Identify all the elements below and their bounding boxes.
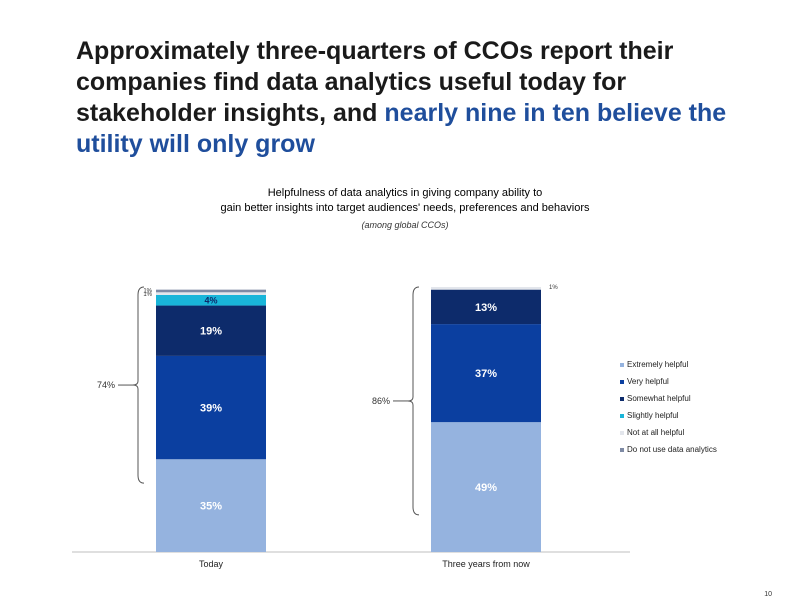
data-label-three-years-from-now-somewhat-helpful: 13%	[475, 302, 497, 314]
legend-swatch	[620, 396, 624, 401]
bar-today-slightly-helpful	[156, 294, 266, 306]
bar-today-very-helpful	[156, 355, 266, 460]
headline-accent-text: nearly nine in ten believe the utility w…	[76, 99, 727, 158]
legend-label: Not at all helpful	[627, 428, 685, 437]
legend-swatch	[620, 362, 624, 367]
legend-swatch	[620, 413, 624, 418]
chart-title: Helpfulness of data analytics in giving …	[150, 186, 660, 216]
legend-swatch	[620, 379, 624, 384]
category-label-three-years-from-now: Three years from now	[442, 559, 530, 569]
bar-three-years-from-now-extremely-helpful	[431, 422, 541, 552]
chart-subtitle: (among global CCOs)	[361, 220, 449, 230]
legend-swatch	[620, 430, 624, 435]
bar-three-years-from-now-not-at-all-helpful	[431, 287, 541, 290]
data-label-today-extremely-helpful: 35%	[200, 501, 222, 513]
legend-swatch	[620, 447, 624, 452]
bracket-label-three-years-from-now: 86%	[372, 396, 390, 406]
bar-today-somewhat-helpful	[156, 305, 266, 356]
bracket-three-years-from-now	[407, 286, 420, 516]
headline: Approximately three-quarters of CCOs rep…	[76, 36, 756, 160]
chart-title-line-1: Helpfulness of data analytics in giving …	[267, 187, 543, 199]
legend-label: Do not use data analytics	[627, 445, 717, 454]
legend-item-do-not-use-data-analytics: Do not use data analytics	[620, 441, 717, 458]
data-label-today-not-at-all-helpful: 1%	[143, 289, 152, 295]
legend-item-very-helpful: Very helpful	[620, 373, 717, 390]
bar-today-not-at-all-helpful	[156, 292, 266, 295]
data-label-today-very-helpful: 39%	[200, 403, 222, 415]
legend-label: Extremely helpful	[627, 360, 689, 369]
legend-item-not-at-all-helpful: Not at all helpful	[620, 424, 717, 441]
data-label-three-years-from-now-very-helpful: 37%	[475, 368, 497, 380]
legend-label: Very helpful	[627, 377, 669, 386]
legend-item-somewhat-helpful: Somewhat helpful	[620, 390, 717, 407]
data-label-today-somewhat-helpful: 19%	[200, 326, 222, 338]
page-number: 10	[764, 591, 772, 598]
bracket-label-today: 74%	[97, 380, 115, 390]
data-label-three-years-from-now-not-at-all-helpful: 1%	[549, 285, 558, 291]
legend-item-extremely-helpful: Extremely helpful	[620, 356, 717, 373]
data-label-three-years-from-now-extremely-helpful: 49%	[475, 482, 497, 494]
headline-text: Approximately three-quarters of CCOs rep…	[76, 37, 674, 127]
bar-today-do-not-use-data-analytics	[156, 289, 266, 293]
bar-three-years-from-now-very-helpful	[431, 324, 541, 423]
legend-item-slightly-helpful: Slightly helpful	[620, 407, 717, 424]
bracket-today	[132, 286, 145, 484]
data-label-today-slightly-helpful: 4%	[204, 295, 217, 305]
legend-label: Somewhat helpful	[627, 394, 691, 403]
data-label-today-do-not-use-data-analytics: 1%	[143, 292, 152, 298]
bar-three-years-from-now-somewhat-helpful	[431, 289, 541, 325]
chart-legend: Extremely helpful Very helpful Somewhat he…	[620, 356, 717, 458]
legend-label: Slightly helpful	[627, 411, 679, 420]
category-label-today: Today	[199, 559, 224, 569]
chart-title-line-2: gain better insights into target audienc…	[220, 202, 590, 214]
bar-today-extremely-helpful	[156, 459, 266, 552]
